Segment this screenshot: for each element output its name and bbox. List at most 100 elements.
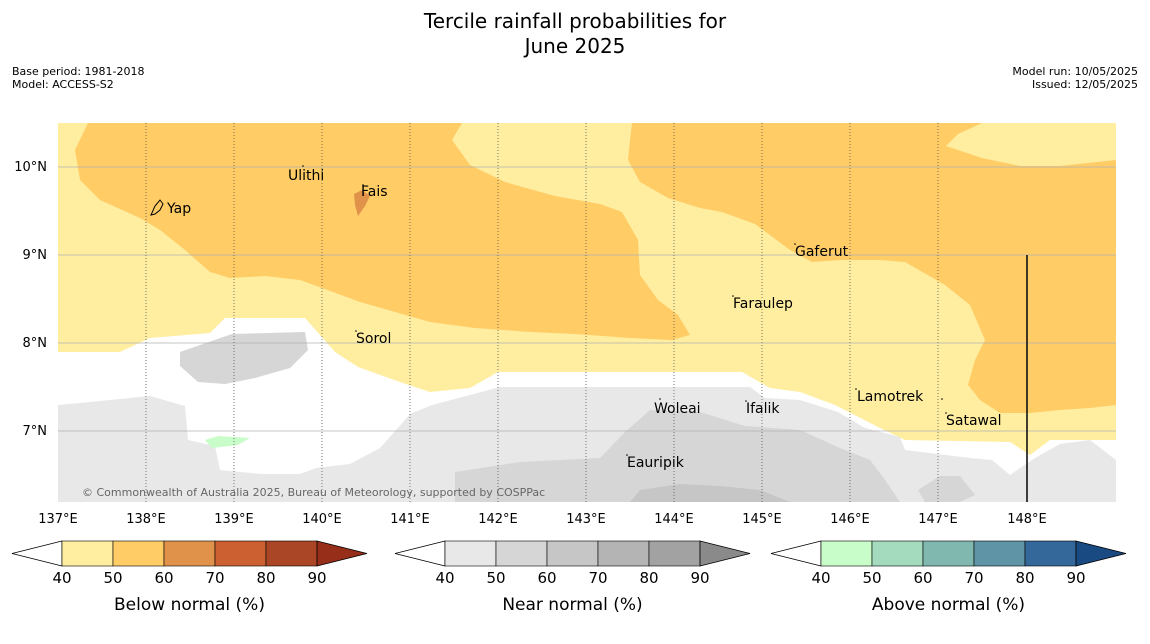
near-normal-tick-70: 70	[588, 569, 607, 587]
above-normal-swatch-40-50	[820, 540, 873, 567]
near-normal-swatch-70-80	[597, 540, 650, 567]
below-normal-tick-40: 40	[52, 569, 71, 587]
lon-label-146e: 146°E	[830, 512, 870, 527]
island-markers	[302, 165, 947, 456]
above-normal-swatch-80-90	[1024, 540, 1077, 567]
near-normal-tick-80: 80	[639, 569, 658, 587]
near-normal-swatch-80-90	[648, 540, 701, 567]
near-normal-tick-90: 90	[690, 569, 709, 587]
below-normal-swatch-70-80	[214, 540, 267, 567]
satawal-marker	[945, 412, 947, 414]
near-normal-tick-60: 60	[537, 569, 556, 587]
legend-near-normal: 40 50 60 70 80 90 Near normal (%)	[394, 540, 751, 615]
lamotrek-marker	[855, 388, 857, 390]
place-label-eauripik: Eauripik	[627, 455, 685, 471]
above-normal-legend-label: Above normal (%)	[872, 595, 1025, 615]
place-label-faraulep: Faraulep	[733, 296, 793, 312]
sorol-marker	[355, 330, 357, 332]
place-label-fais: Fais	[361, 184, 388, 200]
base-period-text: Base period: 1981-2018	[12, 65, 145, 78]
above-normal-tick-40: 40	[811, 569, 830, 587]
place-label-gaferut: Gaferut	[795, 244, 849, 260]
place-label-ifalik: Ifalik	[746, 401, 780, 417]
lon-label-141e: 141°E	[390, 512, 430, 527]
woleai-marker	[659, 398, 661, 400]
above-normal-max-arrow	[1075, 540, 1127, 567]
lon-label-142e: 142°E	[478, 512, 518, 527]
place-label-ulithi: Ulithi	[288, 168, 324, 184]
near-normal-swatch-60-70	[546, 540, 599, 567]
longitude-axis-labels: 137°E 138°E 139°E 140°E 141°E 142°E 143°…	[38, 512, 1047, 527]
near-normal-swatch-50-60	[495, 540, 548, 567]
near-normal-legend-label: Near normal (%)	[502, 595, 642, 615]
lon-label-138e: 138°E	[126, 512, 166, 527]
above-normal-swatch-50-60	[871, 540, 924, 567]
run-issue-info: Model run: 10/05/2025 Issued: 12/05/2025	[1012, 65, 1138, 91]
above-normal-tick-60: 60	[913, 569, 932, 587]
longitude-gridlines	[145, 123, 939, 502]
lat-label-7n: 7°N	[23, 424, 48, 439]
lon-label-147e: 147°E	[918, 512, 958, 527]
map-title: Tercile rainfall probabilities for June …	[0, 9, 1150, 59]
base-model-info: Base period: 1981-2018 Model: ACCESS-S2	[12, 65, 144, 91]
ifalik-marker	[745, 400, 747, 402]
faraulep-marker	[732, 295, 734, 297]
near-normal-50-60-east-patch	[918, 476, 975, 502]
near-normal-max-arrow	[699, 540, 751, 567]
fais-marker	[362, 184, 364, 186]
above-normal-swatch-60-70	[922, 540, 975, 567]
near-normal-60-70-patch	[630, 484, 790, 502]
eauripik-marker	[626, 454, 628, 456]
lon-label-143e: 143°E	[566, 512, 606, 527]
legend-above-normal: 40 50 60 70 80 90 Above normal (%)	[770, 540, 1127, 615]
above-normal-tick-50: 50	[862, 569, 881, 587]
lat-label-8n: 8°N	[23, 336, 48, 351]
below-normal-swatch-80-90	[265, 540, 318, 567]
above-normal-swatch-70-80	[973, 540, 1026, 567]
place-label-yap: Yap	[166, 201, 191, 217]
latitude-axis-labels: 10°N 9°N 8°N 7°N	[14, 160, 47, 439]
place-labels: Yap Ulithi Fais Gaferut Faraulep Sorol L…	[166, 168, 1001, 471]
below-normal-swatch-60-70	[163, 540, 216, 567]
lon-label-144e: 144°E	[654, 512, 694, 527]
above-normal-tick-90: 90	[1066, 569, 1085, 587]
near-normal-50-60-south-patch	[455, 410, 900, 502]
lamotrek-east-marker	[941, 398, 943, 400]
above-normal-tick-80: 80	[1015, 569, 1034, 587]
below-normal-tick-50: 50	[103, 569, 122, 587]
below-normal-tick-90: 90	[307, 569, 326, 587]
title-line-2: June 2025	[524, 34, 626, 58]
issued-text: Issued: 12/05/2025	[1031, 78, 1138, 91]
below-normal-50-60-east-region	[628, 123, 1116, 413]
below-normal-50-60-west-region	[75, 123, 690, 340]
lon-label-137e: 137°E	[38, 512, 78, 527]
above-normal-40-50-patch	[205, 436, 250, 448]
place-label-sorol: Sorol	[356, 331, 391, 347]
below-normal-swatch-50-60	[112, 540, 165, 567]
place-label-woleai: Woleai	[654, 401, 701, 417]
above-normal-tick-70: 70	[964, 569, 983, 587]
gaferut-marker	[794, 243, 796, 245]
title-line-1: Tercile rainfall probabilities for	[423, 9, 727, 33]
below-normal-tick-80: 80	[256, 569, 275, 587]
lon-label-148e: 148°E	[1007, 512, 1047, 527]
below-normal-swatch-40-50	[61, 540, 114, 567]
lat-label-10n: 10°N	[14, 160, 47, 175]
near-normal-swatch-40-50	[444, 540, 497, 567]
near-normal-min-arrow	[394, 540, 446, 567]
yap-island-outline	[150, 199, 164, 216]
lat-label-9n: 9°N	[23, 248, 48, 263]
below-normal-max-arrow	[316, 540, 368, 567]
lon-label-139e: 139°E	[214, 512, 254, 527]
model-run-text: Model run: 10/05/2025	[1012, 65, 1138, 78]
below-normal-tick-70: 70	[205, 569, 224, 587]
near-normal-tick-40: 40	[435, 569, 454, 587]
below-normal-tick-60: 60	[154, 569, 173, 587]
map-area: Yap Ulithi Fais Gaferut Faraulep Sorol L…	[58, 123, 1116, 502]
place-label-lamotrek: Lamotrek	[857, 389, 924, 405]
lon-label-145e: 145°E	[742, 512, 782, 527]
copyright-notice: © Commonwealth of Australia 2025, Bureau…	[82, 486, 545, 499]
near-normal-tick-50: 50	[486, 569, 505, 587]
below-normal-60-70-patch	[354, 190, 370, 216]
